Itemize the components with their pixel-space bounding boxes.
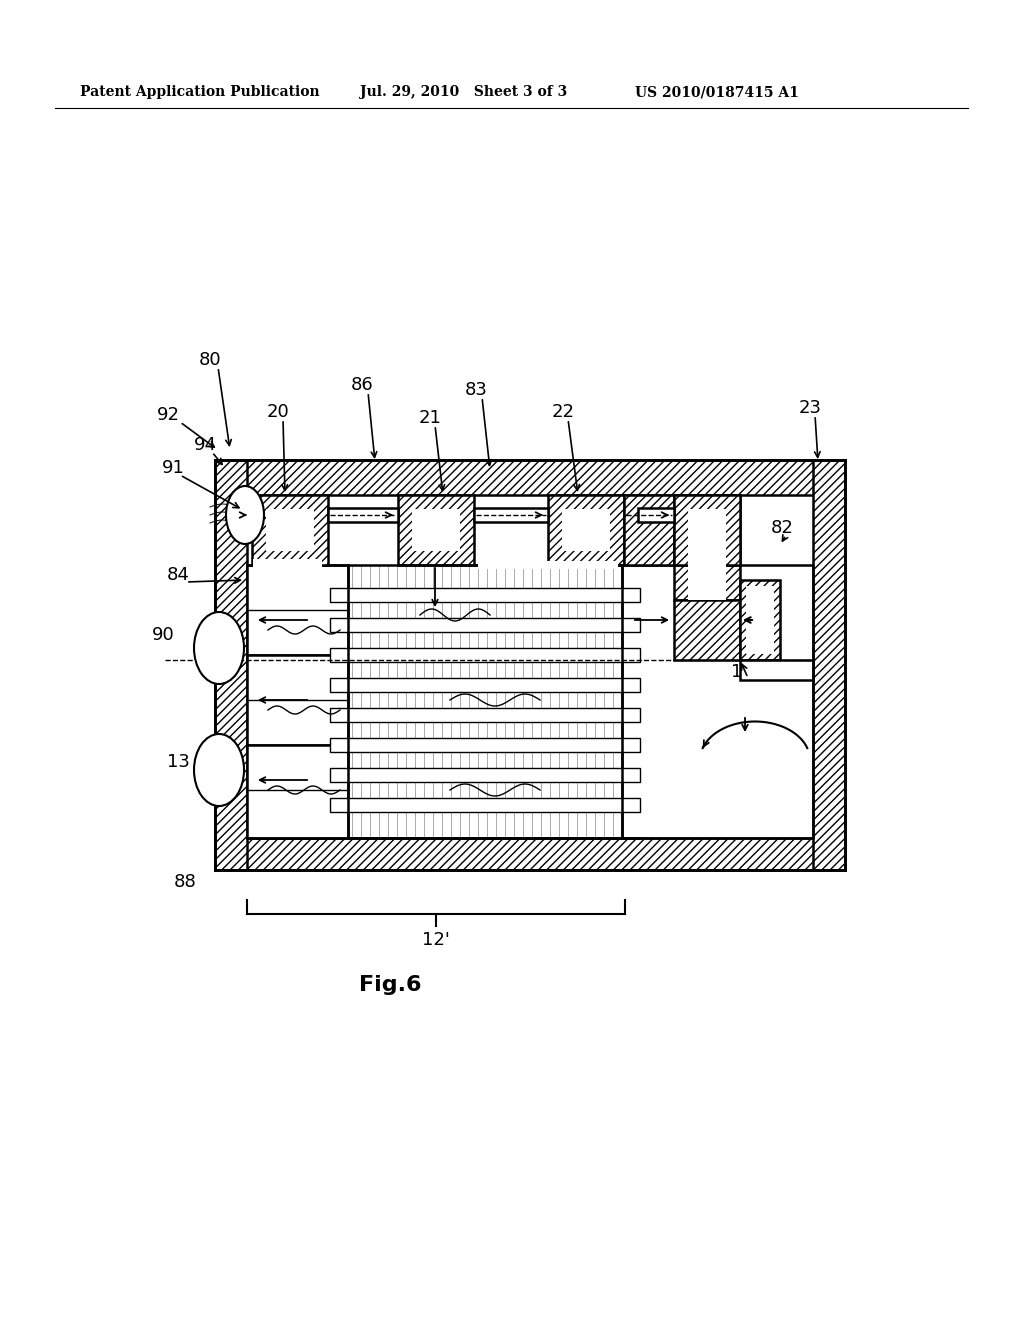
Text: 19: 19 bbox=[369, 849, 391, 867]
Text: Fig.6: Fig.6 bbox=[358, 975, 421, 995]
Text: Jul. 29, 2010   Sheet 3 of 3: Jul. 29, 2010 Sheet 3 of 3 bbox=[360, 84, 567, 99]
Text: 81: 81 bbox=[809, 846, 831, 865]
Bar bbox=[624, 495, 674, 565]
Bar bbox=[688, 510, 726, 550]
Bar bbox=[330, 648, 640, 663]
Bar bbox=[247, 565, 348, 655]
Bar bbox=[252, 495, 328, 565]
Bar bbox=[328, 508, 398, 521]
Ellipse shape bbox=[194, 612, 244, 684]
Bar bbox=[330, 799, 640, 812]
Text: 23: 23 bbox=[799, 399, 821, 417]
Text: 14: 14 bbox=[424, 849, 446, 867]
Bar bbox=[412, 510, 460, 550]
Text: US 2010/0187415 A1: US 2010/0187415 A1 bbox=[635, 84, 799, 99]
Bar bbox=[740, 660, 813, 680]
Bar bbox=[562, 510, 610, 550]
Bar bbox=[330, 587, 640, 602]
Bar bbox=[474, 508, 548, 521]
Text: 90: 90 bbox=[152, 626, 174, 644]
Text: 82: 82 bbox=[771, 519, 794, 537]
Bar bbox=[688, 510, 726, 601]
Ellipse shape bbox=[194, 734, 244, 807]
Text: 21: 21 bbox=[419, 409, 441, 426]
Bar bbox=[638, 508, 674, 521]
Bar bbox=[330, 738, 640, 752]
Text: 91: 91 bbox=[162, 459, 184, 477]
Bar bbox=[215, 838, 845, 870]
Text: 88: 88 bbox=[174, 873, 197, 891]
Text: 86: 86 bbox=[350, 376, 374, 393]
Text: 20: 20 bbox=[266, 403, 290, 421]
Bar bbox=[674, 495, 740, 601]
Bar bbox=[253, 558, 322, 572]
Text: Patent Application Publication: Patent Application Publication bbox=[80, 84, 319, 99]
Text: 92: 92 bbox=[157, 407, 179, 424]
Bar bbox=[330, 708, 640, 722]
Bar bbox=[478, 561, 618, 569]
Ellipse shape bbox=[226, 486, 264, 544]
Bar bbox=[247, 744, 348, 838]
Text: 84: 84 bbox=[167, 566, 189, 583]
Bar bbox=[330, 618, 640, 632]
Text: 22: 22 bbox=[552, 403, 574, 421]
Bar bbox=[746, 586, 774, 653]
Text: 94: 94 bbox=[194, 436, 216, 454]
Text: 19: 19 bbox=[494, 849, 516, 867]
Bar bbox=[412, 510, 460, 550]
Bar bbox=[740, 579, 780, 660]
Bar bbox=[215, 459, 845, 870]
Bar bbox=[215, 459, 845, 495]
Text: 13: 13 bbox=[167, 752, 189, 771]
Bar bbox=[247, 495, 813, 838]
Text: 80: 80 bbox=[199, 351, 221, 370]
Bar bbox=[348, 565, 622, 838]
Bar bbox=[622, 565, 813, 838]
Bar bbox=[813, 459, 845, 870]
Text: 83: 83 bbox=[465, 381, 487, 399]
Bar bbox=[247, 655, 348, 744]
Bar bbox=[330, 678, 640, 692]
Text: 12': 12' bbox=[422, 931, 450, 949]
Text: 16: 16 bbox=[731, 663, 754, 681]
Bar bbox=[622, 565, 813, 838]
Bar bbox=[266, 510, 314, 550]
Bar bbox=[247, 508, 252, 521]
Bar bbox=[266, 510, 314, 550]
Bar bbox=[674, 495, 740, 565]
Bar bbox=[548, 495, 624, 565]
Bar bbox=[330, 768, 640, 781]
Bar bbox=[562, 510, 610, 550]
Bar bbox=[398, 495, 474, 565]
Bar bbox=[215, 459, 247, 870]
Bar bbox=[674, 601, 740, 660]
